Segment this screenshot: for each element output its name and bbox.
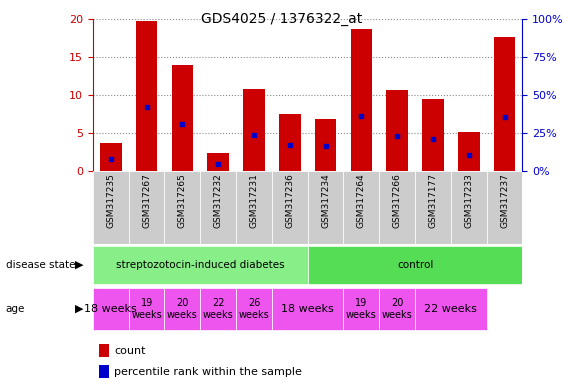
Text: GSM317265: GSM317265 bbox=[178, 173, 187, 228]
Text: 22
weeks: 22 weeks bbox=[203, 298, 234, 320]
Bar bbox=[494, 37, 515, 171]
Bar bbox=[100, 143, 122, 171]
Bar bbox=[343, 171, 379, 244]
Bar bbox=[129, 288, 164, 330]
Text: GSM317234: GSM317234 bbox=[321, 173, 330, 228]
Bar bbox=[451, 171, 486, 244]
Text: streptozotocin-induced diabetes: streptozotocin-induced diabetes bbox=[116, 260, 285, 270]
Text: ▶: ▶ bbox=[74, 304, 83, 314]
Bar bbox=[386, 91, 408, 171]
Text: 18 weeks: 18 weeks bbox=[282, 304, 334, 314]
Bar bbox=[422, 99, 444, 171]
Text: count: count bbox=[114, 346, 146, 356]
Bar bbox=[343, 288, 379, 330]
Bar bbox=[93, 288, 129, 330]
Text: percentile rank within the sample: percentile rank within the sample bbox=[114, 367, 302, 377]
Bar bbox=[272, 288, 343, 330]
Bar bbox=[351, 29, 372, 171]
Bar bbox=[415, 288, 486, 330]
Bar bbox=[200, 288, 236, 330]
Text: GSM317232: GSM317232 bbox=[214, 173, 223, 228]
Text: age: age bbox=[6, 304, 25, 314]
Bar bbox=[272, 171, 308, 244]
Text: GSM317235: GSM317235 bbox=[106, 173, 115, 228]
Bar bbox=[200, 171, 236, 244]
Text: 20
weeks: 20 weeks bbox=[382, 298, 413, 320]
Text: GSM317237: GSM317237 bbox=[500, 173, 509, 228]
Text: ▶: ▶ bbox=[74, 260, 83, 270]
Text: GSM317233: GSM317233 bbox=[464, 173, 473, 228]
Bar bbox=[458, 132, 480, 171]
Text: 18 weeks: 18 weeks bbox=[84, 304, 137, 314]
Text: control: control bbox=[397, 260, 434, 270]
Bar bbox=[207, 153, 229, 171]
Bar bbox=[136, 22, 157, 171]
Bar bbox=[236, 171, 272, 244]
Text: GSM317236: GSM317236 bbox=[285, 173, 294, 228]
Bar bbox=[93, 246, 308, 284]
Text: GSM317266: GSM317266 bbox=[392, 173, 401, 228]
Bar bbox=[172, 65, 193, 171]
Bar bbox=[164, 171, 200, 244]
Bar bbox=[486, 171, 522, 244]
Text: GSM317267: GSM317267 bbox=[142, 173, 151, 228]
Text: 19
weeks: 19 weeks bbox=[346, 298, 377, 320]
Bar bbox=[379, 288, 415, 330]
Bar bbox=[279, 114, 301, 171]
Text: GSM317177: GSM317177 bbox=[428, 173, 437, 228]
Text: 22 weeks: 22 weeks bbox=[425, 304, 477, 314]
Bar bbox=[93, 171, 129, 244]
Text: GSM317231: GSM317231 bbox=[249, 173, 258, 228]
Bar bbox=[236, 288, 272, 330]
Bar bbox=[164, 288, 200, 330]
Bar bbox=[379, 171, 415, 244]
Text: 20
weeks: 20 weeks bbox=[167, 298, 198, 320]
Text: 19
weeks: 19 weeks bbox=[131, 298, 162, 320]
Bar bbox=[129, 171, 164, 244]
Text: disease state: disease state bbox=[6, 260, 75, 270]
Text: GDS4025 / 1376322_at: GDS4025 / 1376322_at bbox=[201, 12, 362, 25]
Bar bbox=[415, 171, 451, 244]
Bar bbox=[308, 246, 522, 284]
Text: GSM317264: GSM317264 bbox=[357, 173, 366, 228]
Bar bbox=[243, 89, 265, 171]
Bar bbox=[315, 119, 336, 171]
Text: 26
weeks: 26 weeks bbox=[239, 298, 269, 320]
Bar bbox=[308, 171, 343, 244]
